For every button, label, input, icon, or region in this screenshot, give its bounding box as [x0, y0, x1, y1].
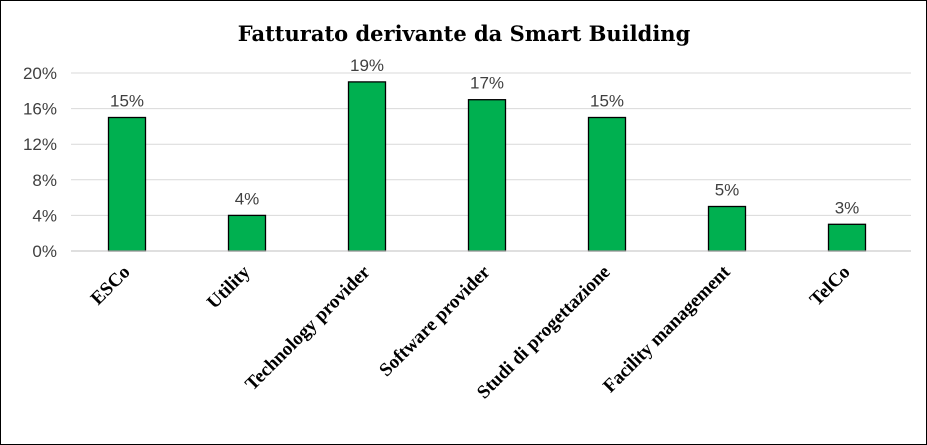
y-tick-label: 8% — [32, 171, 57, 190]
bar — [467, 99, 507, 252]
x-tick-label: Facility management — [599, 261, 735, 397]
bar — [107, 116, 147, 252]
chart-title: Fatturato derivante da Smart Building — [238, 21, 691, 46]
bar — [707, 205, 747, 252]
y-tick-label: 12% — [23, 135, 57, 154]
bar — [827, 223, 867, 252]
x-tick-label: Technology provider — [241, 261, 375, 395]
y-tick-label: 0% — [32, 242, 57, 261]
data-label: 19% — [350, 56, 384, 75]
bar — [347, 81, 387, 252]
y-tick-label: 20% — [23, 64, 57, 83]
y-tick-label: 4% — [32, 206, 57, 225]
y-tick-label: 16% — [23, 100, 57, 119]
data-label: 15% — [590, 92, 624, 111]
data-label: 5% — [715, 181, 740, 200]
data-label: 17% — [470, 74, 504, 93]
bar — [227, 214, 267, 252]
x-tick-label: ESCo — [87, 262, 135, 310]
x-tick-label: Utility — [203, 261, 255, 313]
data-label: 3% — [835, 198, 860, 217]
data-label: 15% — [110, 92, 144, 111]
bar — [587, 116, 627, 252]
x-tick-label: TelCo — [806, 262, 855, 311]
x-tick-label: Software provider — [375, 261, 495, 381]
data-label: 4% — [235, 189, 260, 208]
x-tick-label: Studi di progettazione — [473, 262, 614, 403]
